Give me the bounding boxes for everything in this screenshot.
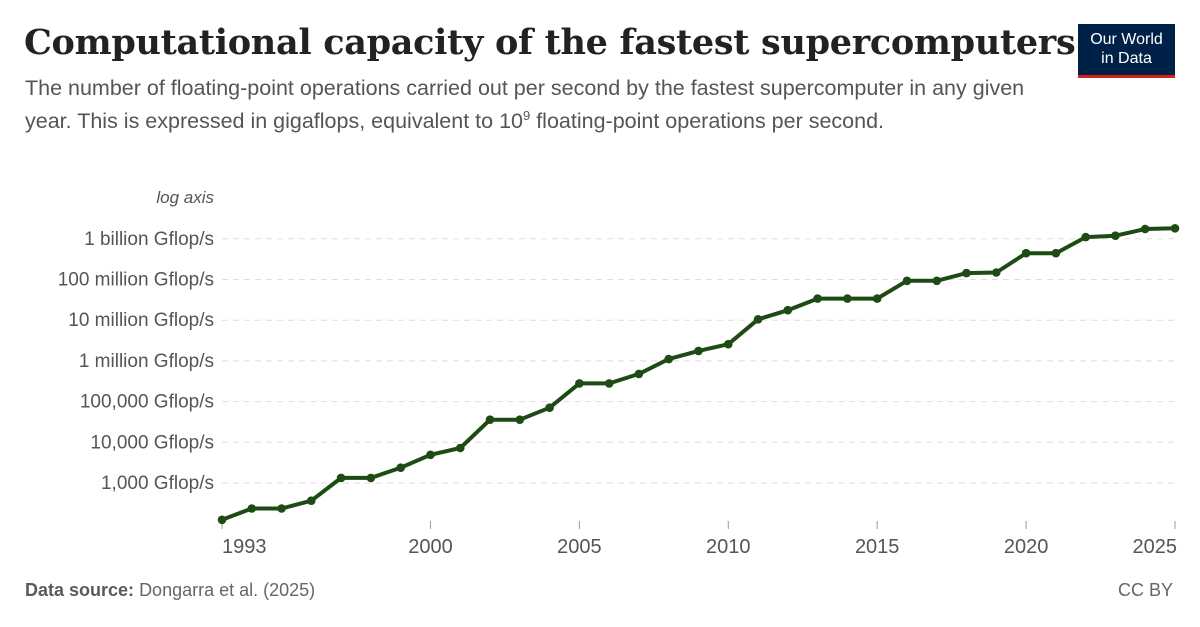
data-point[interactable] [694, 346, 703, 356]
subtitle-text: The number of floating-point operations … [25, 76, 1025, 134]
data-point[interactable] [1021, 248, 1031, 258]
logo-line-1: Our World [1090, 31, 1163, 48]
data-source-link[interactable]: Dongarra et al. (2025) [139, 580, 316, 600]
data-point[interactable] [992, 268, 1001, 277]
data-point[interactable] [396, 463, 406, 473]
data-point[interactable] [366, 473, 376, 483]
x-tick-label: 2020 [1004, 536, 1049, 558]
data-point[interactable] [962, 268, 971, 278]
y-tick-label: 1 million Gflop/s [79, 351, 214, 372]
data-point[interactable] [753, 315, 763, 324]
data-point[interactable] [932, 276, 942, 286]
data-point[interactable] [575, 379, 584, 388]
data-point[interactable] [872, 294, 882, 303]
subtitle-exponent: 9 [523, 108, 531, 123]
data-point[interactable] [1140, 224, 1150, 234]
log-axis-note: log axis [156, 188, 214, 207]
x-tick-label: 1993 [222, 536, 267, 558]
data-point[interactable] [247, 504, 257, 513]
y-tick-label: 1,000 Gflop/s [101, 473, 214, 494]
y-tick-label: 100 million Gflop/s [58, 270, 214, 291]
x-tick-label: 2005 [557, 536, 602, 558]
data-point[interactable] [902, 276, 912, 286]
data-point[interactable] [1051, 248, 1061, 258]
data-point[interactable] [783, 305, 793, 315]
data-source: Data source: Dongarra et al. (2025) [25, 580, 315, 601]
data-point[interactable] [485, 415, 495, 425]
x-axis-tick-labels: 1993 2000 2005 2010 2015 2020 2025 [221, 521, 1178, 558]
x-tick-label: 2015 [855, 536, 900, 558]
x-tick-label: 2010 [706, 536, 751, 558]
subtitle-text-end: floating-point operations per second. [530, 109, 885, 134]
data-point[interactable] [515, 415, 525, 425]
x-tick-label: 2000 [408, 536, 453, 558]
y-tick-label: 1 billion Gflop/s [84, 229, 214, 250]
data-point[interactable] [217, 515, 227, 525]
y-tick-label: 10,000 Gflop/s [90, 432, 214, 453]
our-world-in-data-logo[interactable]: Our World in Data [1078, 24, 1175, 78]
y-tick-label: 10 million Gflop/s [68, 310, 214, 331]
series-points[interactable] [217, 224, 1180, 525]
license-link[interactable]: CC BY [1117, 580, 1173, 600]
data-point[interactable] [426, 450, 435, 460]
series-line [220, 226, 1177, 522]
y-axis-tick-labels: 1,000 Gflop/s 10,000 Gflop/s 100,000 Gflop… [58, 229, 214, 494]
data-point[interactable] [1081, 232, 1090, 242]
data-point[interactable] [634, 369, 644, 379]
gridlines [222, 238, 1175, 484]
chart-title: Computational capacity of the fastest su… [24, 22, 1076, 63]
data-point[interactable] [1170, 224, 1180, 233]
y-tick-label: 100,000 Gflop/s [80, 392, 214, 413]
series-line-layer [220, 226, 1177, 522]
data-point[interactable] [1111, 231, 1120, 240]
data-source-label: Data source: [25, 580, 135, 600]
x-tick-label: 2025 [1133, 536, 1178, 558]
data-point[interactable] [277, 504, 286, 513]
data-point[interactable] [604, 379, 614, 388]
data-point[interactable] [307, 496, 316, 506]
data-point[interactable] [813, 294, 822, 303]
chart-subtitle: The number of floating-point operations … [25, 74, 1045, 135]
data-point[interactable] [724, 339, 733, 349]
data-point[interactable] [545, 403, 554, 413]
logo-line-2: in Data [1101, 50, 1152, 67]
data-point[interactable] [336, 473, 346, 483]
data-point[interactable] [664, 354, 673, 364]
data-point[interactable] [456, 443, 465, 453]
data-point[interactable] [843, 294, 852, 303]
